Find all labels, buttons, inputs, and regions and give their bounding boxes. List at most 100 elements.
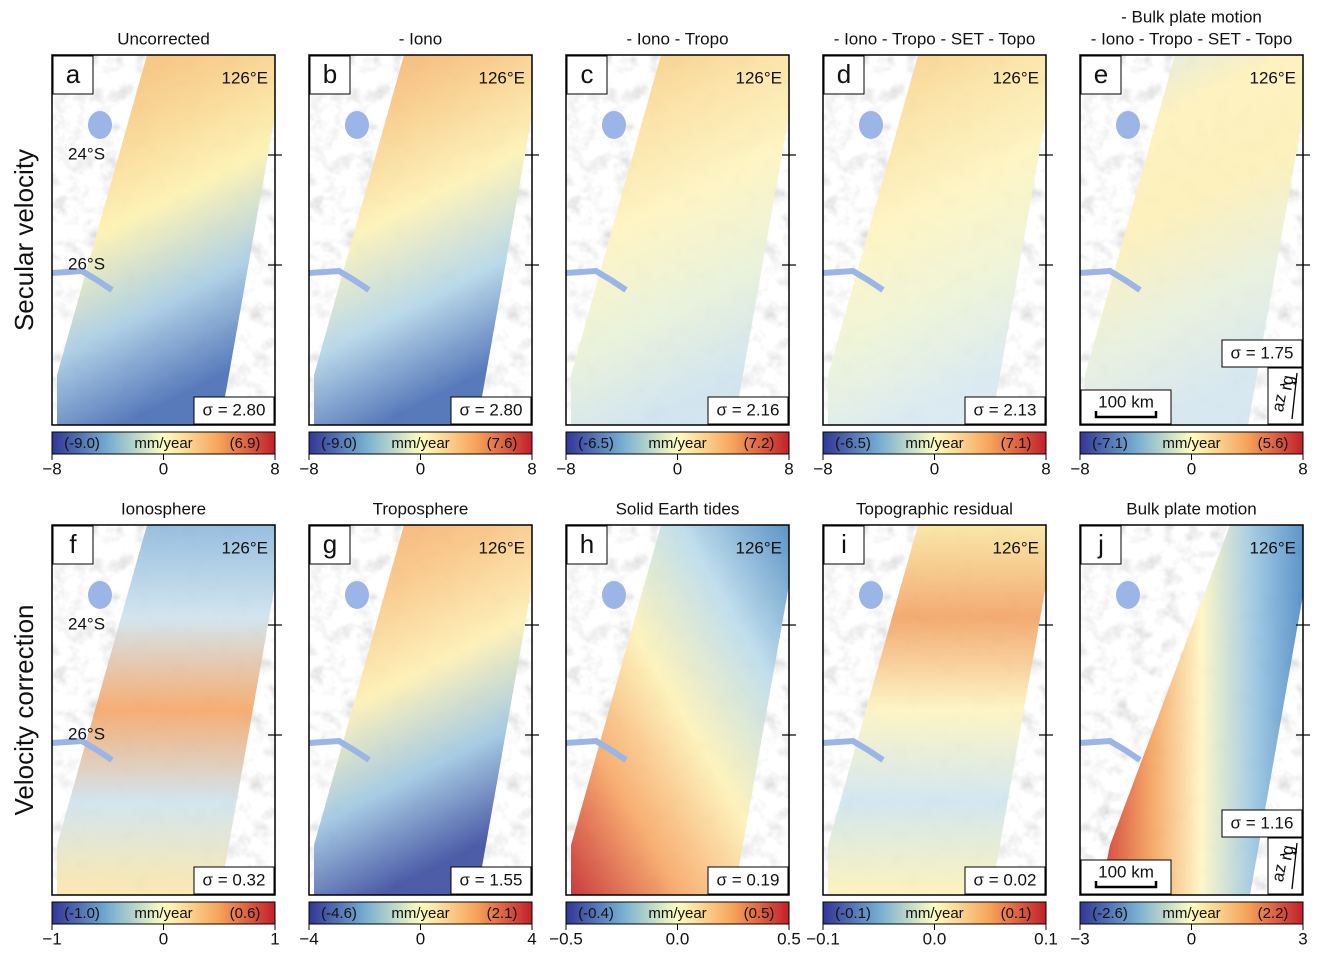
colorbar-tick-label: 8 [1298,459,1307,478]
colorbar-max: (2.1) [487,905,518,922]
colorbar-tick-label: 0 [416,929,425,948]
panel: - Iono - Tropo - SET - Topo d 126°E σ = 2.1… [813,29,1053,478]
row-label: Velocity correction [9,605,39,816]
swath [1085,55,1303,425]
colorbar-tick-label: −8 [813,459,832,478]
lon-label: 126°E [992,538,1039,557]
colorbar-min: (-6.5) [578,435,614,452]
panel-letter: a [66,59,81,89]
orient-arrow [1279,381,1298,386]
panel: Ionosphere f 126°E 24°S 26°S σ = 0.32 (-1.0) mm… [42,499,282,948]
panel-frame [308,524,533,896]
colorbar-min: (-0.1) [835,905,871,922]
colorbar-unit: mm/year [134,435,192,452]
sigma-label: σ = 2.13 [974,400,1037,419]
colorbar-min: (-2.6) [1092,905,1128,922]
az-label: az [1268,392,1290,413]
panel-frame [1079,54,1304,426]
colorbar-max: (7.2) [744,435,775,452]
panel-frame [822,524,1047,896]
colorbar-unit: mm/year [391,905,449,922]
colorbar-tick-label: −8 [299,459,318,478]
orient-arrow [1291,842,1298,890]
lake [859,581,883,609]
colorbar-unit: mm/year [648,435,706,452]
swath [57,525,275,895]
letter-box [823,55,865,95]
letter-box [1080,525,1122,565]
panel-frame [308,54,533,426]
colorbar-tick-label: 0.0 [923,929,947,948]
colorbar-min: (-0.4) [578,905,614,922]
lon-label: 126°E [1249,68,1296,87]
colorbar-tick-label: −0.1 [806,929,840,948]
swath [57,55,275,425]
scale-label: 100 km [1098,392,1154,411]
sigma-box [707,396,789,425]
colorbar-tick-label: 0.5 [777,929,801,948]
swath [314,525,532,895]
letter-box [1080,55,1122,95]
colorbar-unit: mm/year [905,435,963,452]
panel-title: Solid Earth tides [616,499,740,518]
colorbar-tick-label: 4 [527,929,536,948]
lat-label: 26°S [68,254,105,273]
panel-letter: i [841,529,847,559]
colorbar-tick-label: 3 [1298,929,1307,948]
lake [1116,581,1140,609]
sigma-box [1221,809,1303,838]
panel-letter: f [69,529,77,559]
orient-arrow [1279,851,1298,856]
colorbar-tick-label: −8 [556,459,575,478]
panel-title: Troposphere [373,499,469,518]
panel-title: Bulk plate motion [1126,499,1256,518]
lon-label: 126°E [735,538,782,557]
colorbar-unit: mm/year [648,905,706,922]
panel: Troposphere g 126°E σ = 1.55 (-4.6) mm/year (2… [299,499,539,948]
panel-frame [565,524,790,896]
colorbar-tick-label: 0 [159,459,168,478]
lon-label: 126°E [1249,538,1296,557]
colorbar-min: (-7.1) [1092,435,1128,452]
lon-label: 126°E [478,68,525,87]
colorbar-tick-label: −0.5 [549,929,583,948]
colorbar-max: (0.5) [744,905,775,922]
colorbar-tick-label: −8 [42,459,61,478]
panel: - Iono - Tropo c 126°E σ = 2.16 (-6.5) mm/yea… [556,29,796,478]
rg-label: rg [1276,374,1297,392]
sigma-label: σ = 1.16 [1231,813,1294,832]
swath [314,55,532,425]
lat-label: 24°S [68,614,105,633]
colorbar-tick-label: −4 [299,929,318,948]
panel-letter: c [581,59,594,89]
colorbar-unit: mm/year [134,905,192,922]
lake [88,581,112,609]
sigma-box [450,866,532,895]
panel-title: - Iono - Tropo [626,29,728,48]
lon-label: 126°E [992,68,1039,87]
orient-box [1267,837,1303,895]
az-label: az [1268,862,1290,883]
letter-box [823,525,865,565]
panel: Topographic residual i 126°E σ = 0.02 (-0.1)… [806,499,1058,948]
letter-box [52,525,94,565]
colorbar-min: (-1.0) [64,905,100,922]
sigma-label: σ = 1.55 [460,870,523,889]
scale-box [1080,389,1172,425]
colorbar-tick-label: −1 [42,929,61,948]
colorbar-unit: mm/year [1162,905,1220,922]
river [51,267,114,293]
lon-label: 126°E [478,538,525,557]
lake [859,111,883,139]
lake [345,111,369,139]
panel-letter: b [323,59,337,89]
river [308,267,371,293]
swath [571,55,789,425]
letter-box [566,55,608,95]
swath [828,55,1046,425]
panel-letter: h [580,529,594,559]
panel-letter: d [837,59,851,89]
river [51,737,114,763]
